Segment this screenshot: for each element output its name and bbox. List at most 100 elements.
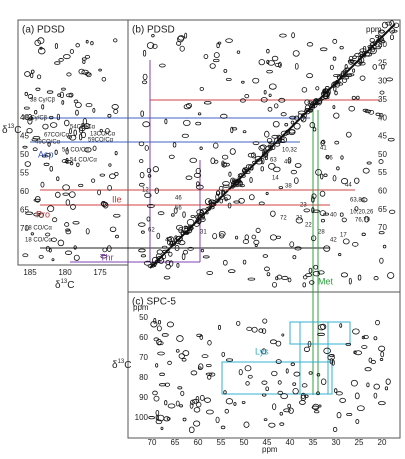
- contour: [78, 184, 82, 186]
- contour: [302, 384, 307, 387]
- contour: [386, 78, 392, 81]
- contour: [143, 50, 145, 56]
- contour: [268, 163, 275, 169]
- contour: [112, 104, 118, 109]
- contour: [42, 105, 44, 109]
- contour: [304, 209, 310, 212]
- contour: [74, 255, 79, 260]
- annotation: 76,79: [355, 218, 371, 224]
- contour: [65, 251, 71, 255]
- contour: [248, 278, 255, 280]
- contour: [330, 65, 333, 69]
- contour: [225, 409, 229, 413]
- contour: [356, 419, 359, 423]
- contour: [115, 151, 117, 155]
- annotation: Asp: [38, 149, 54, 159]
- contour: [190, 158, 197, 163]
- contour: [321, 379, 326, 385]
- contour: [263, 319, 267, 323]
- contour: [91, 179, 94, 182]
- contour: [272, 404, 275, 410]
- contour: [291, 363, 295, 366]
- contour: [280, 34, 287, 37]
- contour: [223, 260, 227, 265]
- contour: [352, 96, 355, 99]
- contour: [171, 214, 174, 217]
- contour: [74, 130, 77, 136]
- contour: [91, 42, 94, 45]
- contour: [178, 387, 182, 389]
- contour: [164, 401, 166, 405]
- contour: [158, 320, 160, 324]
- contour: [333, 57, 336, 60]
- contour: [25, 92, 28, 95]
- contour: [139, 249, 146, 252]
- contour: [347, 74, 354, 76]
- contour: [357, 406, 364, 411]
- contour: [176, 349, 179, 352]
- contour: [353, 329, 360, 334]
- contour: [259, 146, 265, 151]
- contour: [203, 256, 209, 258]
- y-tick-label: 35: [378, 95, 387, 104]
- contour: [186, 104, 191, 108]
- contour: [55, 62, 60, 65]
- y-tick-label: 100: [135, 413, 149, 422]
- contour: [386, 379, 390, 384]
- contour: [155, 188, 158, 193]
- contour: [34, 110, 37, 114]
- contour: [31, 233, 33, 235]
- x-tick-label: 55: [217, 438, 226, 447]
- contour: [374, 384, 380, 389]
- annotation: 18 CO/Cα: [25, 226, 52, 232]
- contour: [383, 245, 386, 248]
- contour: [239, 198, 245, 203]
- contour: [179, 354, 185, 359]
- contour: [204, 101, 211, 104]
- contour: [294, 123, 300, 129]
- contour: [138, 223, 145, 227]
- contour: [303, 283, 306, 287]
- contour: [157, 233, 160, 239]
- contour: [250, 177, 252, 182]
- contour: [206, 373, 212, 375]
- annotation: 67CO/Cα: [44, 133, 70, 139]
- contour: [324, 348, 331, 354]
- contour: [269, 423, 275, 427]
- contour: [349, 278, 351, 284]
- contour: [376, 35, 379, 37]
- contour: [61, 88, 65, 90]
- contour: [59, 58, 64, 61]
- contour: [281, 113, 286, 116]
- contour: [305, 100, 310, 105]
- y-tick-label: 70: [378, 223, 387, 232]
- x-tick-label: 20: [378, 438, 387, 447]
- contour: [321, 174, 323, 179]
- contour: [333, 39, 337, 43]
- x-tick-label: 40: [286, 438, 295, 447]
- annotation: 44: [345, 183, 352, 189]
- contour: [183, 250, 187, 254]
- contour: [50, 123, 57, 128]
- contour: [242, 401, 245, 403]
- contour: [295, 63, 298, 69]
- contour: [309, 268, 312, 273]
- contour: [47, 91, 53, 94]
- contour: [270, 340, 276, 344]
- contour: [156, 410, 159, 415]
- contour: [153, 44, 158, 48]
- contour: [52, 238, 57, 242]
- contour: [226, 78, 231, 80]
- annotation: 54CO/Cα: [70, 125, 96, 131]
- annotation: 21: [296, 216, 303, 222]
- contour: [362, 233, 365, 236]
- contour: [64, 120, 69, 126]
- annotation: 59CO/Cα: [88, 138, 114, 144]
- contour: [200, 147, 202, 150]
- contour: [63, 54, 70, 58]
- y-tick-label: 45: [378, 132, 387, 141]
- contour: [86, 103, 92, 106]
- contour: [253, 78, 259, 83]
- contour: [280, 412, 283, 415]
- contour: [385, 387, 387, 390]
